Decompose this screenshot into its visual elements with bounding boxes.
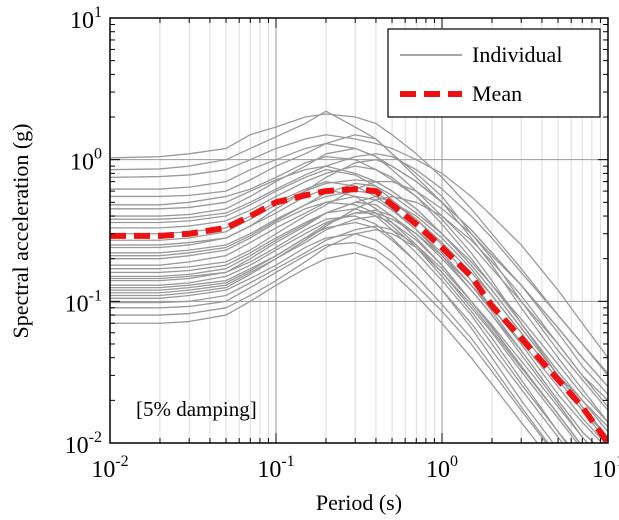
mean-series-line xyxy=(110,186,608,443)
individual-series-line xyxy=(110,221,564,443)
y-axis-label: Spectral acceleration (g) xyxy=(8,124,33,339)
individual-series-line xyxy=(110,233,549,443)
individual-series-line xyxy=(110,195,608,408)
individual-series-line xyxy=(110,241,548,443)
legend: Individual Mean xyxy=(387,28,601,118)
legend-label-mean: Mean xyxy=(472,81,522,106)
individual-series-line xyxy=(110,153,608,374)
plot-frame xyxy=(109,17,609,444)
individual-series-line xyxy=(110,147,608,401)
individual-series-group xyxy=(110,110,608,443)
individual-series-line xyxy=(110,225,589,443)
individual-series-line xyxy=(110,113,608,376)
damping-annotation: [5% damping] xyxy=(136,397,257,421)
mean-series-group xyxy=(110,186,608,443)
individual-series-line xyxy=(110,252,539,443)
x-tick-label: 101 xyxy=(592,453,619,483)
axis-ticks xyxy=(109,18,608,444)
individual-series-line xyxy=(110,229,581,443)
individual-series-line xyxy=(110,209,595,443)
individual-series-line xyxy=(110,201,581,443)
individual-series-line xyxy=(110,195,608,438)
x-tick-label: 100 xyxy=(426,453,458,483)
individual-series-line xyxy=(110,134,608,359)
individual-series-line xyxy=(110,165,608,433)
y-tick-label: 10-1 xyxy=(65,287,102,317)
legend-box xyxy=(387,28,601,118)
x-axis-label: Period (s) xyxy=(316,490,402,515)
individual-series-line xyxy=(110,159,608,388)
individual-series-line xyxy=(110,134,608,423)
individual-series-line xyxy=(110,182,608,423)
legend-label-individual: Individual xyxy=(472,42,562,67)
